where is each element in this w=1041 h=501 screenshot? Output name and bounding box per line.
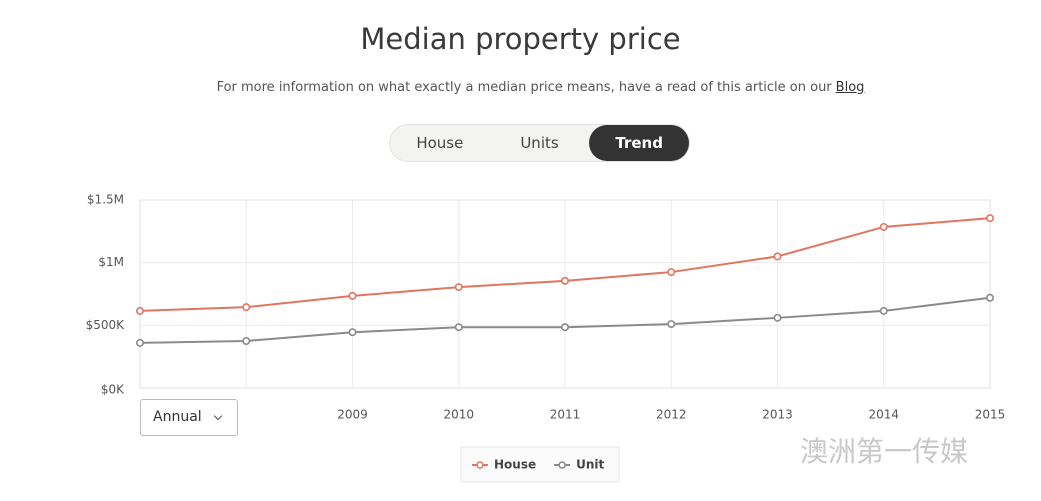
x-tick-label: 2009 <box>337 408 368 422</box>
point <box>667 268 676 277</box>
point <box>454 283 463 292</box>
legend-dot <box>558 461 566 469</box>
point <box>667 320 676 329</box>
legend-label: Unit <box>576 458 604 472</box>
title: Median property price <box>360 22 681 56</box>
point <box>560 323 569 332</box>
x-tick-label: 2015 <box>975 408 1006 422</box>
point <box>985 214 994 223</box>
blog-link[interactable]: Blog <box>835 80 865 95</box>
point <box>348 291 357 300</box>
x-tick-label: 2014 <box>868 408 899 422</box>
point <box>879 222 888 231</box>
point <box>773 252 782 261</box>
watermark: 澳洲第一传媒 <box>800 435 969 468</box>
point <box>773 313 782 322</box>
subtitle: For more information on what exactly a m… <box>0 80 1041 95</box>
legend-dot <box>476 461 484 469</box>
legend: House Unit <box>460 446 620 483</box>
tab[interactable]: House <box>416 134 464 152</box>
point <box>136 306 145 315</box>
point <box>454 323 463 332</box>
legend-box <box>460 446 620 483</box>
y-tick-label: $1M <box>98 255 124 269</box>
point <box>348 328 357 337</box>
legend-label: House <box>494 458 536 472</box>
point <box>136 338 145 347</box>
period-dropdown[interactable]: Annual <box>140 399 238 436</box>
point <box>242 303 251 312</box>
y-tick-label: $1.5M <box>87 193 124 207</box>
point <box>242 336 251 345</box>
x-tick-label: 2012 <box>656 408 687 422</box>
tab[interactable]: Units <box>520 134 559 152</box>
point <box>879 306 888 315</box>
subtitle-text: For more information on what exactly a m… <box>216 80 832 95</box>
point <box>985 293 994 302</box>
point <box>560 276 569 285</box>
y-tick-label: $0K <box>101 383 125 397</box>
tabs: House Units Trend <box>389 124 690 162</box>
tab[interactable]: Trend <box>589 125 690 161</box>
x-tick-label: 2010 <box>443 408 474 422</box>
x-tick-label: 2013 <box>762 408 793 422</box>
y-tick-label: $500K <box>86 318 126 332</box>
x-tick-label: 2011 <box>550 408 581 422</box>
